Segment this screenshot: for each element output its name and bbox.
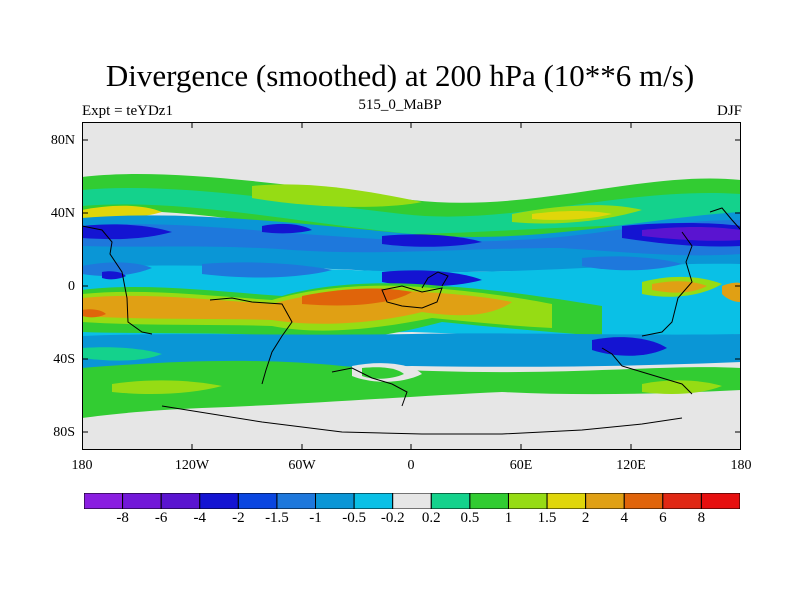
colorbar-label: -1 — [309, 510, 322, 526]
y-tick-label: 40S — [53, 352, 75, 367]
x-tick-label: 0 — [407, 458, 415, 473]
colorbar-label: 8 — [697, 510, 706, 526]
colorbar-swatch — [469, 493, 509, 509]
colorbar-swatch — [585, 493, 625, 509]
colorbar — [84, 493, 740, 509]
colorbar-label: -6 — [154, 510, 168, 526]
colorbar-label: 1.5 — [537, 510, 557, 526]
x-tick-label: 60W — [288, 458, 316, 473]
y-tick-label: 0 — [68, 279, 75, 294]
colorbar-swatch — [199, 493, 239, 509]
colorbar-label: -8 — [116, 510, 129, 526]
colorbar-label: 4 — [620, 510, 628, 526]
colorbar-label: -1.5 — [265, 510, 289, 526]
colorbar-label: -0.2 — [380, 510, 405, 526]
y-tick-label: 80N — [50, 133, 75, 148]
colorbar-swatch — [700, 493, 740, 509]
southern-band — [82, 333, 741, 418]
colorbar-label: -4 — [193, 510, 207, 526]
season-label: DJF — [716, 103, 742, 119]
colorbar-label: 2 — [581, 510, 590, 526]
colorbar-label: -2 — [232, 510, 245, 526]
divergence-map — [82, 122, 741, 450]
colorbar-swatch — [315, 493, 355, 509]
colorbar-label: 1 — [504, 510, 513, 526]
colorbar-swatch — [662, 493, 702, 509]
colorbar-swatch — [623, 493, 664, 509]
x-tick-label: 180 — [71, 458, 93, 473]
x-tick-label: 180 — [730, 458, 752, 473]
colorbar-swatch — [122, 493, 162, 509]
y-tick-label: 80S — [53, 425, 75, 440]
colorbar-swatch — [430, 493, 471, 509]
colorbar-swatch — [237, 493, 278, 509]
colorbar-label: 6 — [659, 510, 667, 526]
y-tick-label: 40N — [50, 206, 75, 221]
x-tick-label: 120W — [174, 458, 210, 473]
colorbar-swatch — [353, 493, 394, 509]
colorbar-label: 0.2 — [421, 510, 441, 526]
colorbar-label: -0.5 — [342, 510, 366, 526]
northern-band — [82, 174, 741, 242]
colorbar-swatch — [160, 493, 201, 509]
x-tick-label: 120E — [616, 458, 646, 473]
colorbar-swatch — [507, 493, 548, 509]
colorbar-swatch — [276, 493, 317, 509]
colorbar-swatch — [392, 493, 432, 509]
axis-ticks — [82, 122, 741, 450]
plot-title: Divergence (smoothed) at 200 hPa (10**6 … — [105, 58, 695, 93]
tropical-divergence-belt — [82, 276, 741, 341]
colorbar-label: 0.5 — [460, 510, 480, 526]
colorbar-swatch — [546, 493, 587, 509]
experiment-label: Expt = teYDz1 — [82, 103, 173, 119]
colorbar-swatch — [84, 493, 124, 509]
coastlines — [82, 207, 741, 435]
x-tick-label: 60E — [509, 458, 533, 473]
run-label: 515_0_MaBP — [358, 97, 442, 113]
